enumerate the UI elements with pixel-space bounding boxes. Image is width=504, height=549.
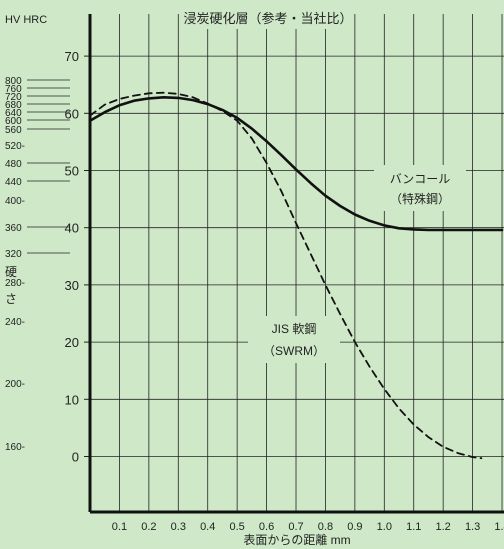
hrc-tick-label: 30 bbox=[65, 278, 79, 293]
x-tick-label: 0.4 bbox=[200, 521, 215, 533]
x-tick-label: 0.7 bbox=[288, 521, 303, 533]
grid bbox=[90, 14, 504, 512]
x-tick-label: 1.1 bbox=[406, 521, 421, 533]
series-1-label-line-2: （特殊鋼） bbox=[390, 191, 450, 206]
hv-tick-label: 800 bbox=[5, 76, 22, 87]
hv-tick-label: 640 bbox=[5, 108, 22, 119]
series-2-label-line-1: JIS 軟鋼 bbox=[272, 321, 317, 336]
hv-tick-label: 760 bbox=[5, 84, 22, 95]
series-1-label-background bbox=[374, 165, 466, 211]
x-tick-label: 0.9 bbox=[347, 521, 362, 533]
x-tick-label: 0.8 bbox=[318, 521, 333, 533]
hrc-tick-labels: 70 60 50 40 30 20 10 0 bbox=[65, 49, 90, 465]
x-tick-label: 1.3 bbox=[465, 521, 480, 533]
hrc-tick-label: 70 bbox=[65, 49, 79, 64]
axis-header: HV HRC bbox=[5, 14, 47, 26]
hrc-tick-label: 50 bbox=[65, 164, 79, 179]
hv-tick-label: 200- bbox=[5, 379, 25, 390]
x-tick-label: 0.1 bbox=[112, 521, 127, 533]
series-lines bbox=[88, 91, 504, 460]
hrc-tick-label: 10 bbox=[65, 392, 79, 407]
hv-tick-label: 560 bbox=[5, 125, 22, 136]
x-tick-label: 0.3 bbox=[171, 521, 186, 533]
y-axis-label-char-1: 硬 bbox=[5, 265, 17, 279]
series-2-label-line-2: （SWRM） bbox=[263, 344, 325, 358]
hv-tick-label: 440 bbox=[5, 177, 22, 188]
x-tick-label: 1.4 bbox=[494, 521, 504, 533]
series-line-1 bbox=[88, 96, 504, 232]
hv-tick-label: 360 bbox=[5, 223, 22, 234]
x-tick-labels: 0.1 0.2 0.3 0.4 0.5 0.6 0.7 0.8 0.9 1.0 1.1 1.2 1.3 1… bbox=[112, 521, 504, 533]
hrc-tick-label: 40 bbox=[65, 221, 79, 236]
hrc-tick-label: 0 bbox=[72, 450, 79, 465]
x-tick-label: 0.6 bbox=[259, 521, 274, 533]
title-background bbox=[186, 7, 348, 29]
hv-tick-label: 680 bbox=[5, 100, 22, 111]
hv-tick-label: 600 bbox=[5, 116, 22, 127]
series-1-label-line-1: バンコール bbox=[390, 172, 451, 186]
hrc-tick-label: 60 bbox=[65, 106, 79, 121]
hrc-tick-label: 20 bbox=[65, 335, 79, 350]
hv-tick-label: 400- bbox=[5, 196, 25, 207]
x-axis-title: 表面からの距離 mm bbox=[243, 533, 350, 547]
axis-header-background bbox=[2, 8, 88, 28]
series-line-2 bbox=[89, 91, 483, 460]
hv-tick-label: 320 bbox=[5, 249, 22, 260]
hv-tick-label: 160- bbox=[5, 442, 25, 453]
hv-tick-label: 720 bbox=[5, 92, 22, 103]
x-tick-label: 0.2 bbox=[141, 521, 156, 533]
series-2-label-background bbox=[248, 316, 340, 363]
x-tick-label: 1.2 bbox=[436, 521, 451, 533]
hv-tick-label: 280- bbox=[5, 278, 25, 289]
hv-tick-label: 520- bbox=[5, 141, 25, 152]
chart-title: 浸炭硬化層（参考・当社比） bbox=[183, 11, 352, 26]
x-tick-label: 1.0 bbox=[377, 521, 392, 533]
hv-tick-label: 240- bbox=[5, 317, 25, 328]
x-tick-label: 0.5 bbox=[230, 521, 245, 533]
hv-tick-label: 480 bbox=[5, 159, 22, 170]
y-axis-label-char-2: さ bbox=[5, 292, 17, 306]
